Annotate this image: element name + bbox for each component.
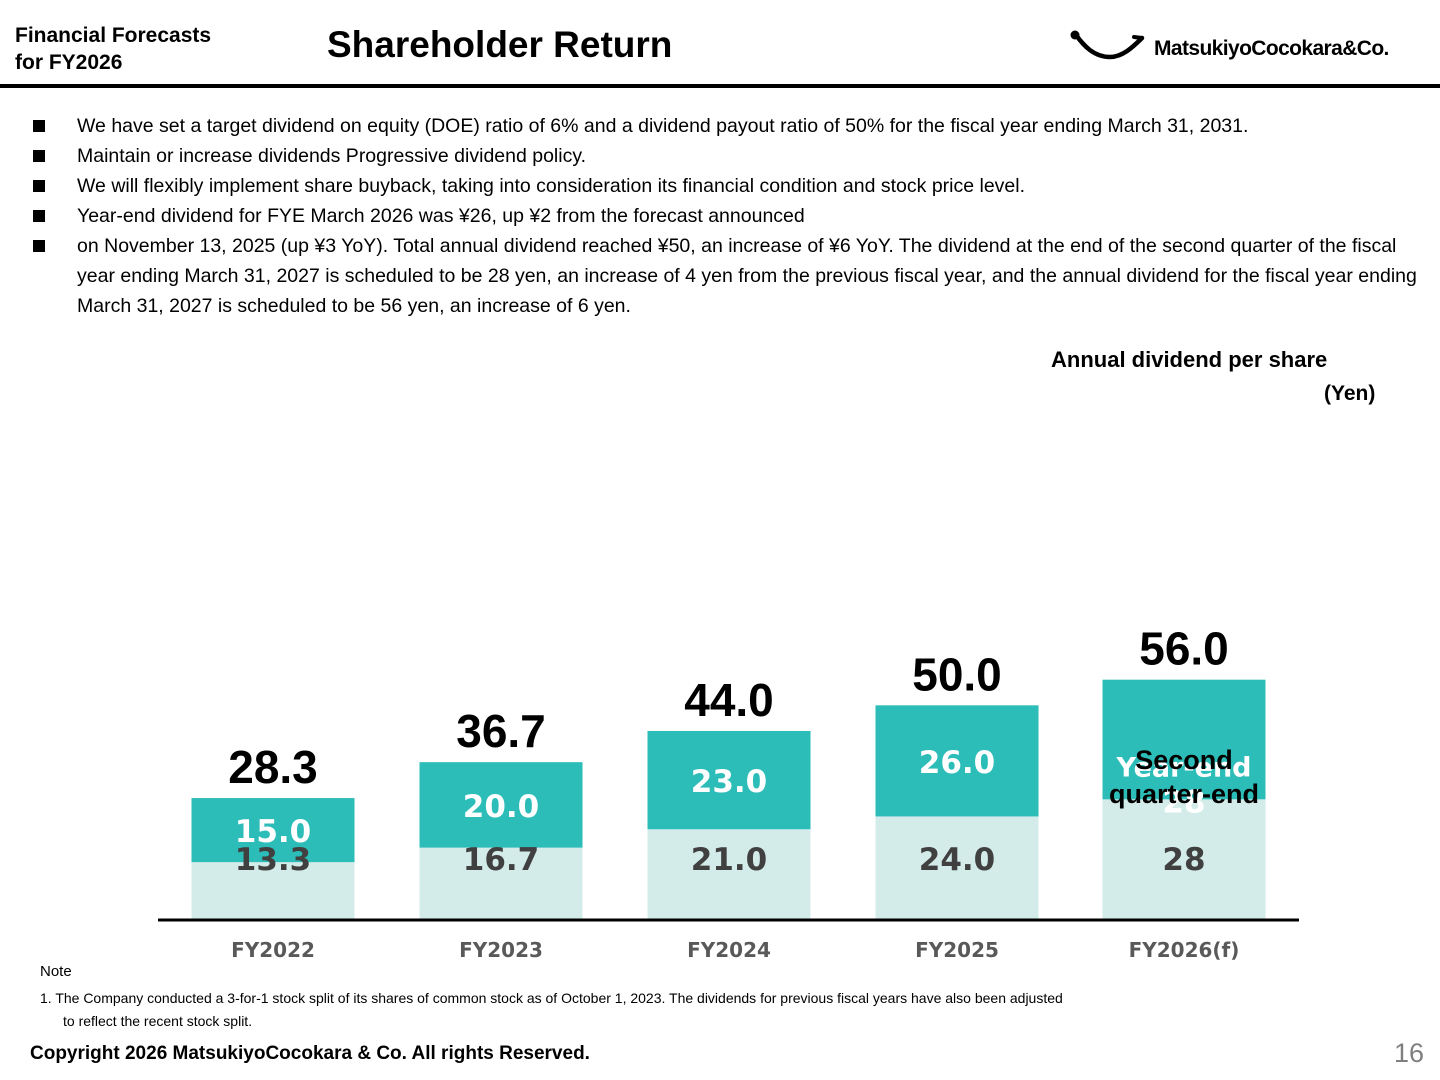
note-title: Note [40, 963, 72, 980]
square-bullet-icon [33, 150, 45, 162]
data-label-total: 56.0 [1139, 623, 1229, 675]
data-label-year-end: 15.0 [235, 814, 312, 850]
square-bullet-icon [33, 120, 45, 132]
second-quarter-annotation-line1: Second [1135, 745, 1233, 775]
data-label-year-end: 20.0 [463, 789, 540, 825]
square-bullet-icon [33, 180, 45, 192]
data-label-second-quarter: 13.3 [235, 842, 312, 878]
bar-second-quarter [1102, 799, 1266, 919]
note-line: 1. The Company conducted a 3-for-1 stock… [40, 990, 1063, 1006]
square-bullet-icon [33, 240, 45, 252]
bar-year-end [419, 762, 583, 848]
copyright-text: Copyright 2026 MatsukiyoCocokara & Co. A… [30, 1043, 590, 1064]
bar-year-end [647, 730, 811, 830]
bullet-list: We have set a target dividend on equity … [30, 111, 1425, 321]
chart-unit-label: (Yen) [1324, 382, 1376, 405]
note-line: to reflect the recent stock split. [63, 1013, 253, 1029]
bar-second-quarter [191, 862, 355, 919]
data-label-total: 28.3 [228, 741, 318, 793]
bullet-text: Maintain or increase dividends Progressi… [77, 145, 587, 167]
company-logo-text: MatsukiyoCocokara&Co. [1154, 37, 1389, 60]
data-label-year-end: 23.0 [691, 764, 768, 800]
data-label-second-quarter: 16.7 [463, 842, 540, 878]
company-logo: MatsukiyoCocokara&Co. [1068, 26, 1428, 70]
data-label-second-quarter: 21.0 [691, 842, 768, 878]
data-label-second-quarter: 24.0 [919, 842, 996, 878]
list-item: We will flexibly implement share buyback… [30, 171, 1425, 201]
list-item: Maintain or increase dividends Progressi… [30, 141, 1425, 171]
smile-logo-icon [1070, 30, 1145, 60]
data-label-total: 36.7 [456, 705, 546, 757]
bar-year-end [1102, 679, 1266, 800]
data-label-total: 50.0 [912, 648, 1002, 700]
x-tick-label: FY2026(f) [1129, 938, 1240, 962]
data-label-year-end: 26.0 [919, 745, 996, 781]
x-tick-label: FY2024 [687, 938, 771, 962]
year-end-annotation: Year-end [1116, 753, 1252, 784]
bullet-text: We will flexibly implement share buyback… [77, 175, 1026, 197]
page-title: Shareholder Return [327, 24, 673, 65]
bullet-text: Year-end dividend for FYE March 2026 was… [77, 205, 805, 227]
note-body: 1. The Company conducted a 3-for-1 stock… [40, 987, 1300, 1033]
section-label-line1: Financial Forecasts [15, 24, 212, 47]
list-item: Year-end dividend for FYE March 2026 was… [30, 201, 1425, 231]
list-item: on November 13, 2025 (up ¥3 YoY). Total … [30, 231, 1425, 321]
page-number: 16 [1394, 1038, 1425, 1068]
header-divider [0, 84, 1440, 88]
x-tick-label: FY2023 [459, 938, 543, 962]
bar-second-quarter [875, 816, 1039, 919]
second-quarter-annotation-line2: quarter-end [1109, 779, 1259, 809]
data-label-total: 44.0 [684, 674, 774, 726]
section-label-line2: for FY2026 [15, 51, 123, 74]
bar-second-quarter [419, 847, 583, 919]
square-bullet-icon [33, 210, 45, 222]
bar-second-quarter [647, 829, 811, 919]
list-item: We have set a target dividend on equity … [30, 111, 1425, 141]
x-tick-label: FY2025 [915, 938, 999, 962]
bar-year-end [191, 798, 355, 863]
section-label: Financial Forecasts for FY2026 [15, 22, 211, 76]
bullet-text: on November 13, 2025 (up ¥3 YoY). Total … [77, 235, 1417, 317]
chart-title: Annual dividend per share [1051, 347, 1328, 372]
bar-year-end [875, 705, 1039, 817]
data-label-year-end: 28 [1162, 785, 1205, 821]
bullet-text: We have set a target dividend on equity … [77, 115, 1249, 137]
data-label-second-quarter: 28 [1162, 842, 1205, 878]
x-tick-label: FY2022 [231, 938, 315, 962]
